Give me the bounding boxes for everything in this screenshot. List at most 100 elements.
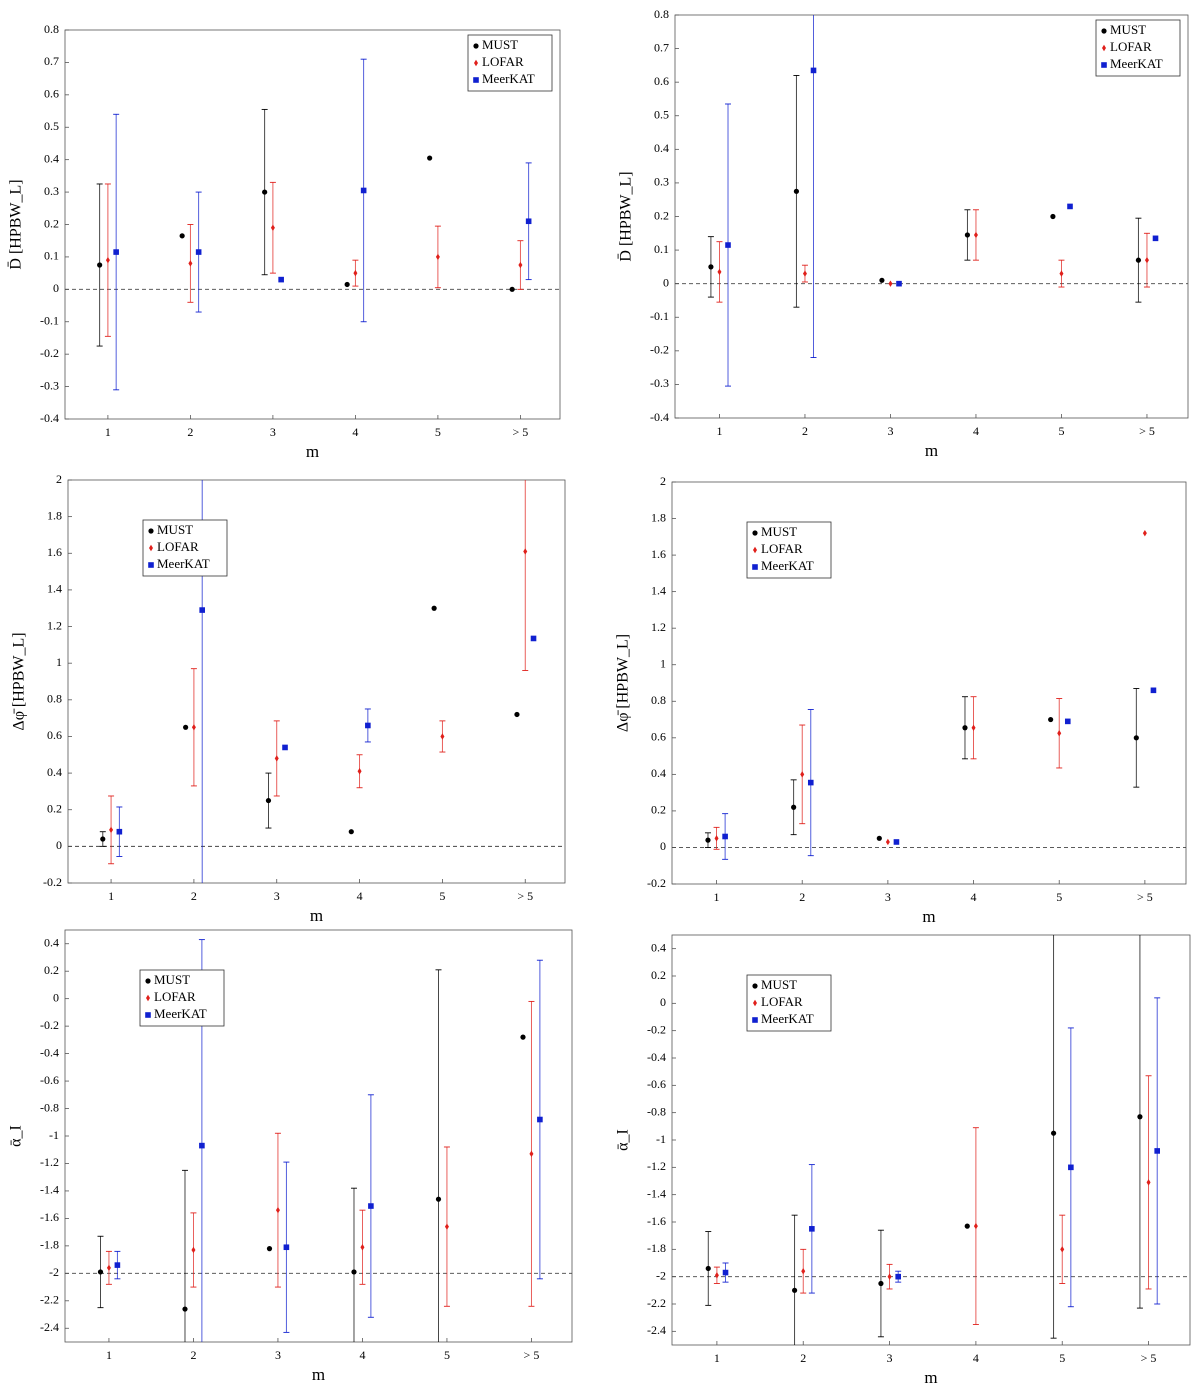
marker <box>431 605 437 611</box>
marker <box>97 1269 104 1275</box>
marker <box>145 1012 151 1018</box>
marker <box>360 187 367 194</box>
x-axis-label: m <box>925 441 938 460</box>
y-tick-label: -1.6 <box>40 1210 59 1224</box>
x-tick-label: 3 <box>887 424 893 438</box>
marker <box>529 1150 534 1158</box>
marker <box>1154 1148 1160 1154</box>
marker <box>887 1273 892 1280</box>
y-tick-label: 1.6 <box>47 545 62 559</box>
y-tick-label: 0.4 <box>47 765 62 779</box>
y-tick-label: 0.2 <box>44 216 59 230</box>
legend-label: MeerKAT <box>482 71 535 86</box>
y-tick-label: 0.6 <box>44 87 59 101</box>
x-tick-label: 1 <box>714 890 720 904</box>
y-tick-label: 1 <box>660 656 666 670</box>
marker <box>353 269 358 277</box>
marker <box>1048 716 1054 723</box>
marker <box>146 994 150 1002</box>
y-tick-label: -0.8 <box>40 1100 59 1114</box>
data-layer <box>99 480 537 883</box>
y-tick-label: -0.2 <box>40 346 59 360</box>
legend-frame <box>1095 19 1181 77</box>
x-tick-label: 4 <box>352 425 358 439</box>
marker <box>182 1306 188 1312</box>
y-tick-label: 2 <box>660 474 666 488</box>
marker <box>179 233 185 239</box>
x-tick-label: 4 <box>971 890 977 904</box>
marker <box>1102 44 1106 52</box>
y-tick-label: -2.2 <box>647 1296 666 1310</box>
x-tick-label: > 5 <box>1139 424 1155 438</box>
marker <box>793 188 800 194</box>
legend-label: MeerKAT <box>154 1006 207 1021</box>
marker <box>1060 1246 1065 1253</box>
marker <box>752 1017 758 1023</box>
marker <box>283 1244 290 1251</box>
legend: MUST LOFAR MeerKAT <box>142 519 228 577</box>
marker <box>802 270 807 277</box>
marker <box>440 733 445 740</box>
x-tick-label: 2 <box>191 889 197 903</box>
marker <box>1068 1164 1074 1171</box>
y-tick-label: -1.4 <box>647 1186 666 1200</box>
y-tick-label: -0.2 <box>647 876 666 890</box>
y-axis-label: Δφ̄ [HPBW_L] <box>11 632 28 730</box>
y-tick-label: -2 <box>49 1265 59 1279</box>
y-axis-label: Δφ̄ [HPBW_L] <box>615 634 632 732</box>
panel: -2.4 -2.2 -2 -1.8 -1.6 -1.4 -1.2 -1 -0.8 -0.6 -0.4… <box>615 934 1191 1385</box>
marker <box>97 262 103 268</box>
legend-frame <box>746 521 832 579</box>
legend-label: LOFAR <box>1110 39 1152 54</box>
y-tick-label: 2 <box>56 472 62 486</box>
y-tick-label: 1.6 <box>651 547 666 561</box>
x-tick-label: 3 <box>887 1351 893 1365</box>
marker <box>357 768 362 775</box>
y-tick-label: 0 <box>56 838 62 852</box>
x-axis-label: m <box>922 907 935 926</box>
y-tick-label: 1.2 <box>47 618 62 632</box>
x-tick-label: 2 <box>187 425 193 439</box>
legend-label: MUST <box>1110 22 1146 37</box>
error-bar <box>181 1169 188 1342</box>
y-tick-label: -0.2 <box>650 343 669 357</box>
marker <box>360 1244 365 1251</box>
marker <box>344 281 350 288</box>
y-tick-label: 0 <box>53 281 59 295</box>
marker <box>964 1223 970 1229</box>
marker <box>878 1280 884 1287</box>
marker <box>270 224 275 231</box>
marker <box>809 1226 815 1232</box>
x-tick-label: > 5 <box>524 1348 540 1362</box>
marker <box>530 635 537 642</box>
y-tick-label: 0.6 <box>47 728 62 742</box>
y-tick-label: 0 <box>660 839 666 853</box>
marker <box>791 804 797 810</box>
y-tick-label: 0.4 <box>44 151 59 165</box>
x-tick-label: 5 <box>1056 890 1062 904</box>
data-layer <box>707 15 1159 387</box>
marker <box>106 1264 111 1272</box>
y-tick-label: 1.2 <box>651 620 666 634</box>
marker <box>714 1272 719 1279</box>
marker <box>348 829 354 835</box>
marker <box>801 1268 806 1275</box>
panel: -2.4 -2.2 -2 -1.8 -1.6 -1.4 -1.2 -1 -0.8 -0.6 -0.4… <box>8 929 573 1384</box>
panel: -0.4 -0.3 -0.2 -0.1 0 0.1 0.2 0.3 0.4 0.5 0.6 0.7 0.… <box>8 22 561 461</box>
data-layer <box>704 529 1157 860</box>
x-tick-label: > 5 <box>517 889 533 903</box>
y-tick-label: 0.5 <box>654 108 669 122</box>
marker <box>183 724 189 730</box>
y-tick-label: -0.2 <box>43 875 62 889</box>
marker <box>962 725 968 731</box>
marker <box>893 839 900 845</box>
y-tick-label: -2 <box>656 1268 666 1282</box>
marker <box>520 1034 526 1040</box>
marker <box>722 1269 729 1276</box>
y-tick-label: 0.3 <box>654 175 669 189</box>
x-tick-label: 4 <box>973 1351 979 1365</box>
marker <box>876 835 882 841</box>
marker <box>973 1222 978 1230</box>
marker <box>148 528 154 534</box>
